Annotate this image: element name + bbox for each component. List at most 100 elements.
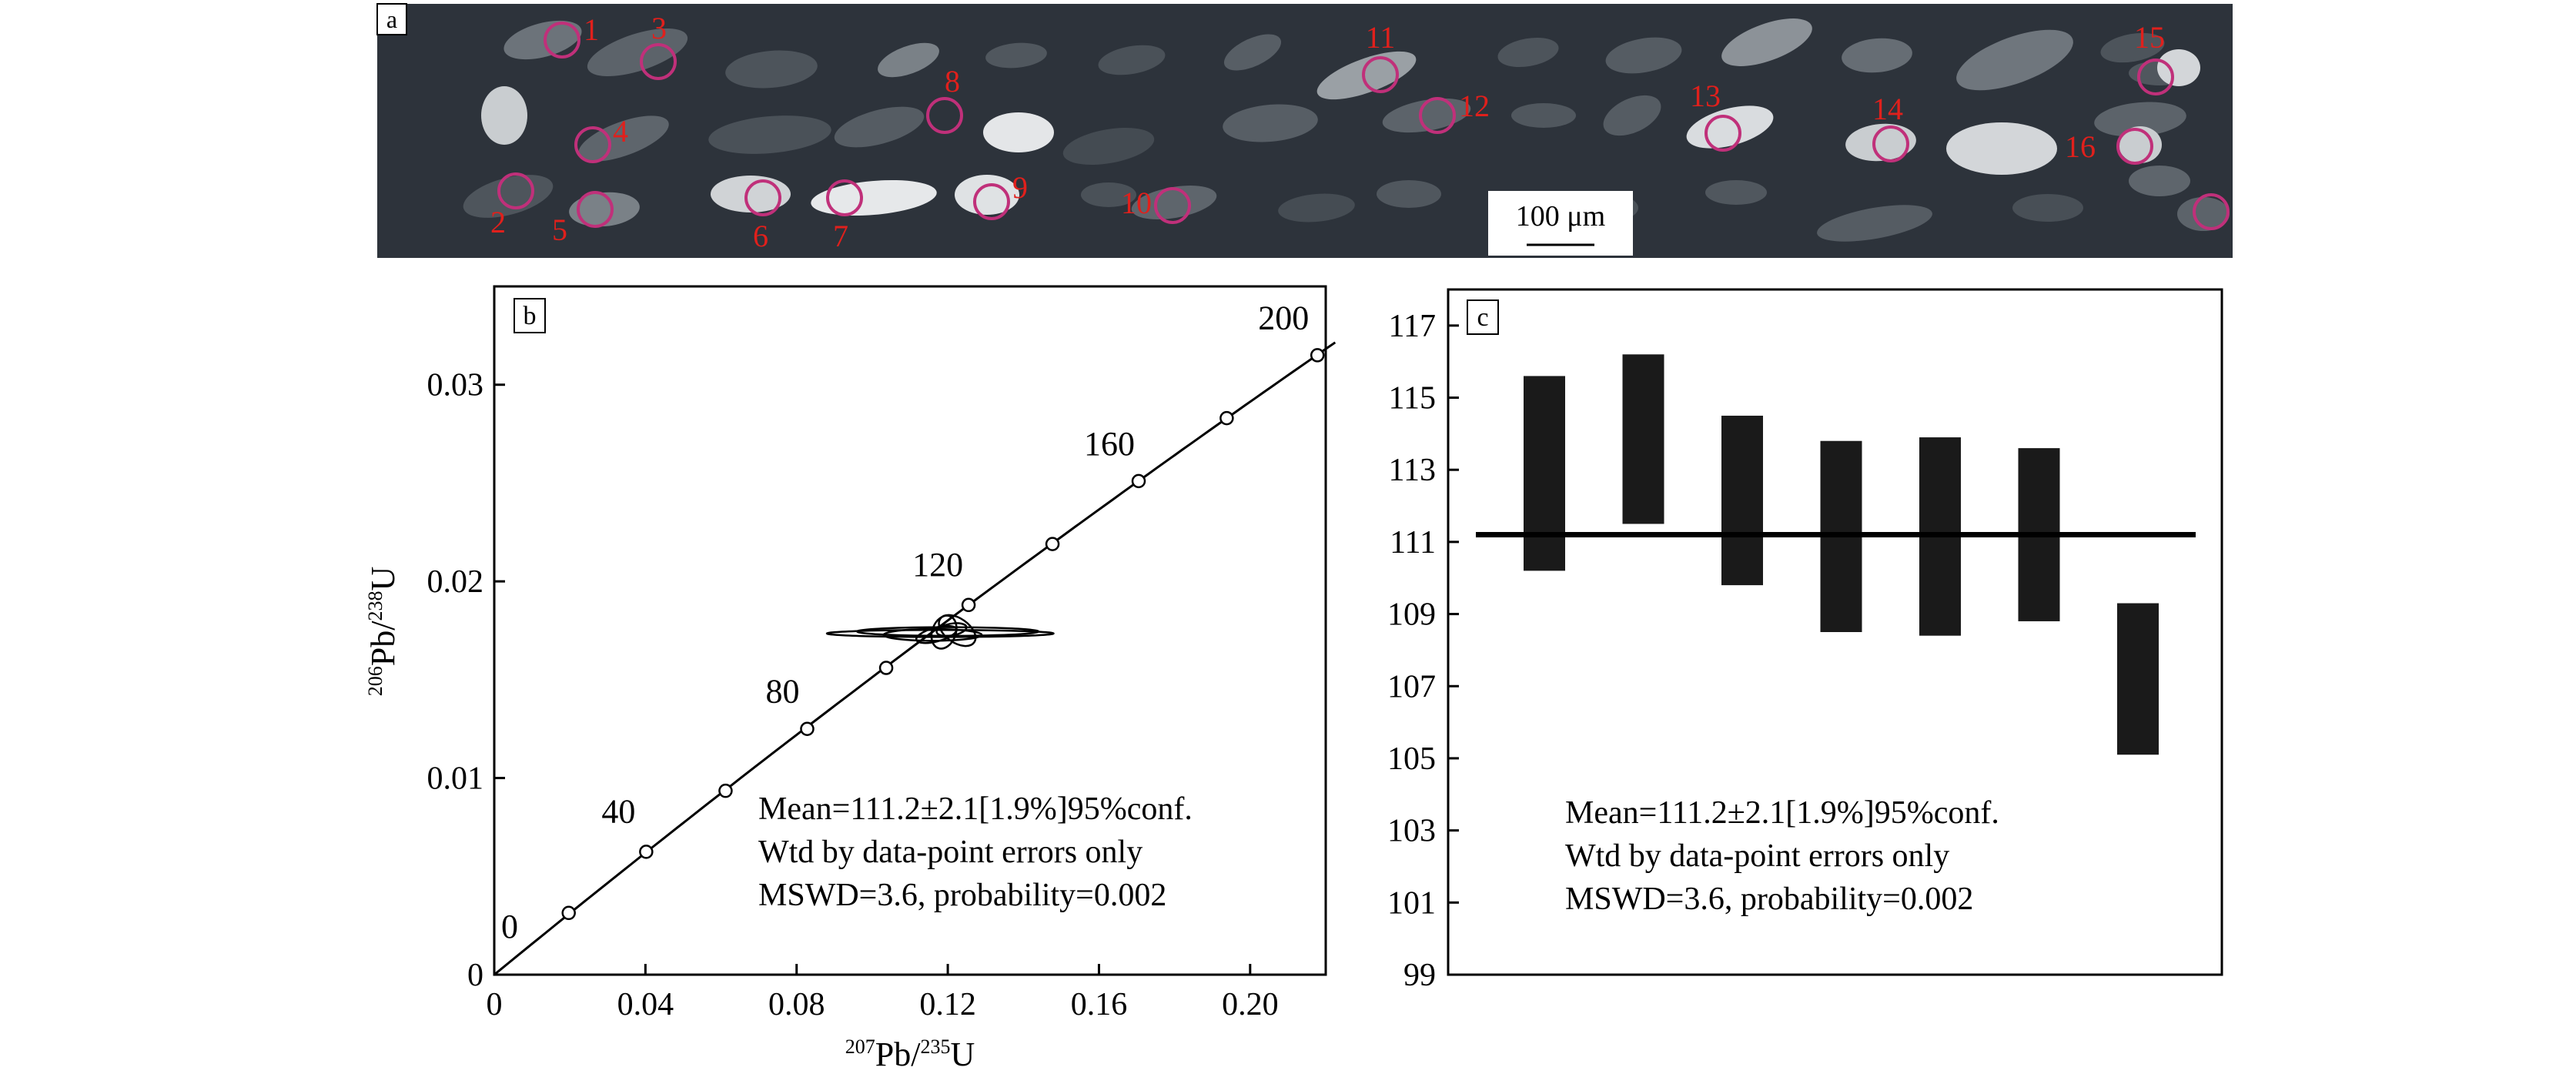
zircon-grain (708, 115, 831, 154)
panel-a-label: a (386, 5, 397, 33)
zircon-grain (1605, 37, 1682, 74)
zircon-grain (1946, 122, 2057, 175)
y-tick-label: 117 (1389, 309, 1436, 344)
zircon-grain (2157, 49, 2200, 86)
age-error-bar (2117, 603, 2159, 755)
panel-b-frame (493, 285, 1327, 976)
panel-c-frame (1447, 288, 2223, 976)
zircon-grain (503, 20, 582, 60)
y-label-main-1: Pb/ (364, 621, 402, 666)
zircon-grain (2012, 194, 2083, 222)
concordia-age-label: 160 (1084, 425, 1135, 463)
panel-a-label-box (376, 3, 407, 35)
panel-b: b 0 0.04 0.08 0.12 0.16 0.20 0 0.01 0.02 0.03 0 40… (364, 285, 1337, 1073)
zircon-grain (569, 192, 640, 227)
analysis-spot-label: 3 (651, 11, 667, 45)
x-tick-label: 0 (487, 987, 503, 1022)
analysis-spot-label: 1 (584, 12, 599, 47)
x-tick-label: 0.12 (919, 987, 976, 1022)
concordia-age-marker (639, 845, 654, 859)
zircon-grain (725, 50, 818, 89)
concordia-age-marker (1131, 473, 1146, 489)
age-error-bar (1524, 376, 1565, 571)
zircon-grain (985, 42, 1047, 69)
panel-c-stats-line-3: MSWD=3.6, probability=0.002 (1565, 882, 1973, 917)
zircon-grain (2094, 102, 2186, 137)
panel-c-label-box (1467, 299, 1499, 335)
zircon-grain (811, 179, 937, 216)
panel-b-label: b (524, 302, 537, 330)
scale-bar-label: 100 μm (1516, 200, 1605, 233)
zircon-grain (955, 175, 1019, 215)
panel-b-x-axis-label: 207Pb/235U (845, 1035, 975, 1073)
y-tick-label: 111 (1390, 525, 1436, 560)
panel-b-stats-line-2: Wtd by data-point errors only (758, 835, 1142, 870)
analysis-spot-label: 2 (490, 205, 506, 239)
analysis-spot-circle (577, 191, 614, 228)
analysis-spot-label: 11 (1366, 20, 1396, 55)
panel-c-label: c (1477, 303, 1488, 332)
age-error-bar (1721, 415, 1763, 586)
analysis-spot-label: 14 (1872, 92, 1903, 126)
zircon-grain (1497, 37, 1559, 68)
error-ellipse (915, 624, 958, 644)
analysis-spot-circle (497, 172, 534, 209)
concordia-age-marker (1045, 537, 1060, 551)
panel-c: c 99 101 103 105 107 109 111 113 115 117 Mean=111… (1387, 288, 2223, 993)
analysis-spot-circle (1872, 125, 1909, 162)
analysis-spot-circle (1419, 97, 1456, 134)
concordia-age-marker (800, 721, 815, 736)
y-tick-label: 0.01 (427, 761, 484, 797)
zircon-grain (1062, 127, 1155, 166)
zircon-grain (1098, 45, 1166, 75)
concordia-line (493, 341, 1337, 976)
y-tick-label: 101 (1387, 885, 1436, 921)
zircon-grain (834, 106, 925, 148)
x-label-main-1: Pb/ (875, 1035, 921, 1073)
analysis-spot-circle (1362, 56, 1399, 93)
zircon-grain (2100, 32, 2165, 63)
y-tick-label: 99 (1403, 958, 1436, 993)
zircon-grain (2129, 166, 2190, 196)
analysis-spot-label: 6 (753, 219, 768, 253)
age-error-bar (1622, 354, 1664, 524)
zircon-grain (1081, 182, 1136, 207)
concordia-age-marker (718, 783, 733, 798)
y-label-sup-2: 238 (364, 591, 386, 621)
x-tick-label: 0.04 (617, 987, 674, 1022)
analysis-spot-label: 9 (1012, 170, 1028, 205)
y-tick-label: 105 (1387, 741, 1436, 777)
analysis-spot-circle (1705, 115, 1741, 152)
y-tick-label: 107 (1387, 669, 1436, 704)
analysis-spot-label: 7 (833, 219, 848, 253)
analysis-spot-label: 12 (1459, 89, 1490, 123)
analysis-spot-label: 16 (2065, 129, 2096, 164)
analysis-spot-circle (2137, 59, 2174, 95)
concordia-age-label: 0 (501, 908, 518, 945)
zircon-grain (1278, 193, 1355, 222)
x-tick-label: 0.16 (1071, 987, 1128, 1022)
y-tick-label: 109 (1387, 597, 1436, 633)
y-label-main-2: U (364, 567, 402, 591)
concordia-age-marker (961, 597, 976, 613)
concordia-age-label: 200 (1258, 299, 1309, 336)
analysis-spot-label: 15 (2134, 20, 2165, 55)
concordia-age-marker (1219, 410, 1234, 426)
analysis-spot-circle (744, 179, 781, 216)
y-tick-label: 0.02 (427, 564, 484, 600)
error-ellipses (825, 614, 1055, 650)
panel-c-stats-line-1: Mean=111.2±2.1[1.9%]95%conf. (1565, 795, 1999, 831)
panel-b-stats-line-3: MSWD=3.6, probability=0.002 (758, 878, 1166, 913)
zircon-grain (983, 112, 1054, 152)
analysis-spot-label: 10 (1121, 186, 1152, 220)
y-tick-label: 0 (467, 958, 483, 993)
panel-b-label-box (514, 298, 546, 333)
analysis-spot-label: 4 (613, 114, 628, 149)
panel-c-stats-line-2: Wtd by data-point errors only (1565, 838, 1949, 874)
zircon-grain (1377, 180, 1441, 208)
zircon-grain (711, 176, 791, 212)
